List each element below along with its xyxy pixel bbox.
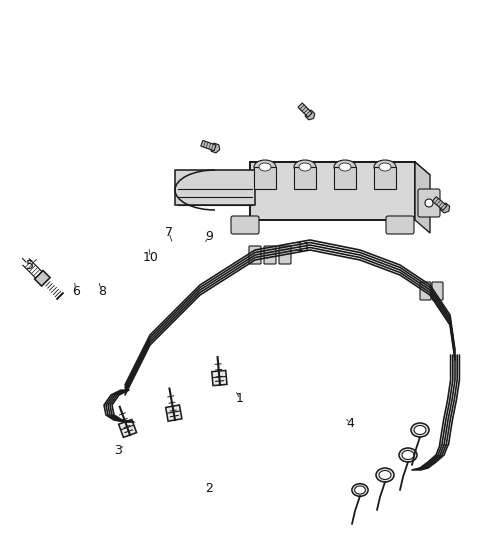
FancyBboxPatch shape	[420, 282, 431, 300]
FancyBboxPatch shape	[249, 246, 261, 264]
FancyBboxPatch shape	[279, 246, 291, 264]
Polygon shape	[415, 162, 430, 233]
Text: 5: 5	[26, 259, 34, 272]
Polygon shape	[298, 103, 312, 117]
Ellipse shape	[339, 163, 351, 171]
Ellipse shape	[425, 199, 433, 207]
FancyBboxPatch shape	[231, 216, 259, 234]
Polygon shape	[212, 370, 227, 386]
Polygon shape	[201, 140, 216, 151]
Ellipse shape	[399, 448, 417, 462]
Text: 10: 10	[142, 251, 158, 264]
Polygon shape	[119, 419, 137, 437]
Ellipse shape	[374, 160, 396, 174]
FancyBboxPatch shape	[386, 216, 414, 234]
Polygon shape	[250, 162, 415, 220]
Polygon shape	[440, 203, 450, 213]
Ellipse shape	[352, 484, 368, 496]
Text: 8: 8	[98, 285, 106, 298]
Text: 1: 1	[236, 392, 244, 406]
Text: 6: 6	[72, 285, 80, 298]
Ellipse shape	[259, 163, 271, 171]
Text: 4: 4	[347, 416, 354, 430]
Text: 11: 11	[296, 241, 311, 254]
Polygon shape	[210, 143, 220, 153]
Ellipse shape	[299, 163, 311, 171]
Polygon shape	[166, 405, 182, 421]
Ellipse shape	[376, 468, 394, 482]
Ellipse shape	[355, 486, 365, 494]
Ellipse shape	[379, 163, 391, 171]
Ellipse shape	[414, 425, 426, 435]
Ellipse shape	[379, 471, 391, 480]
Ellipse shape	[254, 160, 276, 174]
Ellipse shape	[334, 160, 356, 174]
Text: 7: 7	[165, 226, 173, 239]
Text: 3: 3	[114, 444, 121, 457]
Polygon shape	[305, 110, 315, 120]
FancyBboxPatch shape	[432, 282, 443, 300]
Polygon shape	[175, 170, 255, 205]
Polygon shape	[35, 271, 50, 286]
Text: 2: 2	[205, 482, 213, 495]
FancyBboxPatch shape	[418, 189, 440, 217]
Ellipse shape	[402, 450, 414, 460]
Polygon shape	[374, 167, 396, 189]
FancyBboxPatch shape	[264, 246, 276, 264]
Polygon shape	[432, 197, 447, 210]
Polygon shape	[250, 162, 430, 175]
Text: 9: 9	[205, 230, 213, 243]
Polygon shape	[254, 167, 276, 189]
Ellipse shape	[411, 423, 429, 437]
Ellipse shape	[294, 160, 316, 174]
Polygon shape	[334, 167, 356, 189]
Polygon shape	[294, 167, 316, 189]
